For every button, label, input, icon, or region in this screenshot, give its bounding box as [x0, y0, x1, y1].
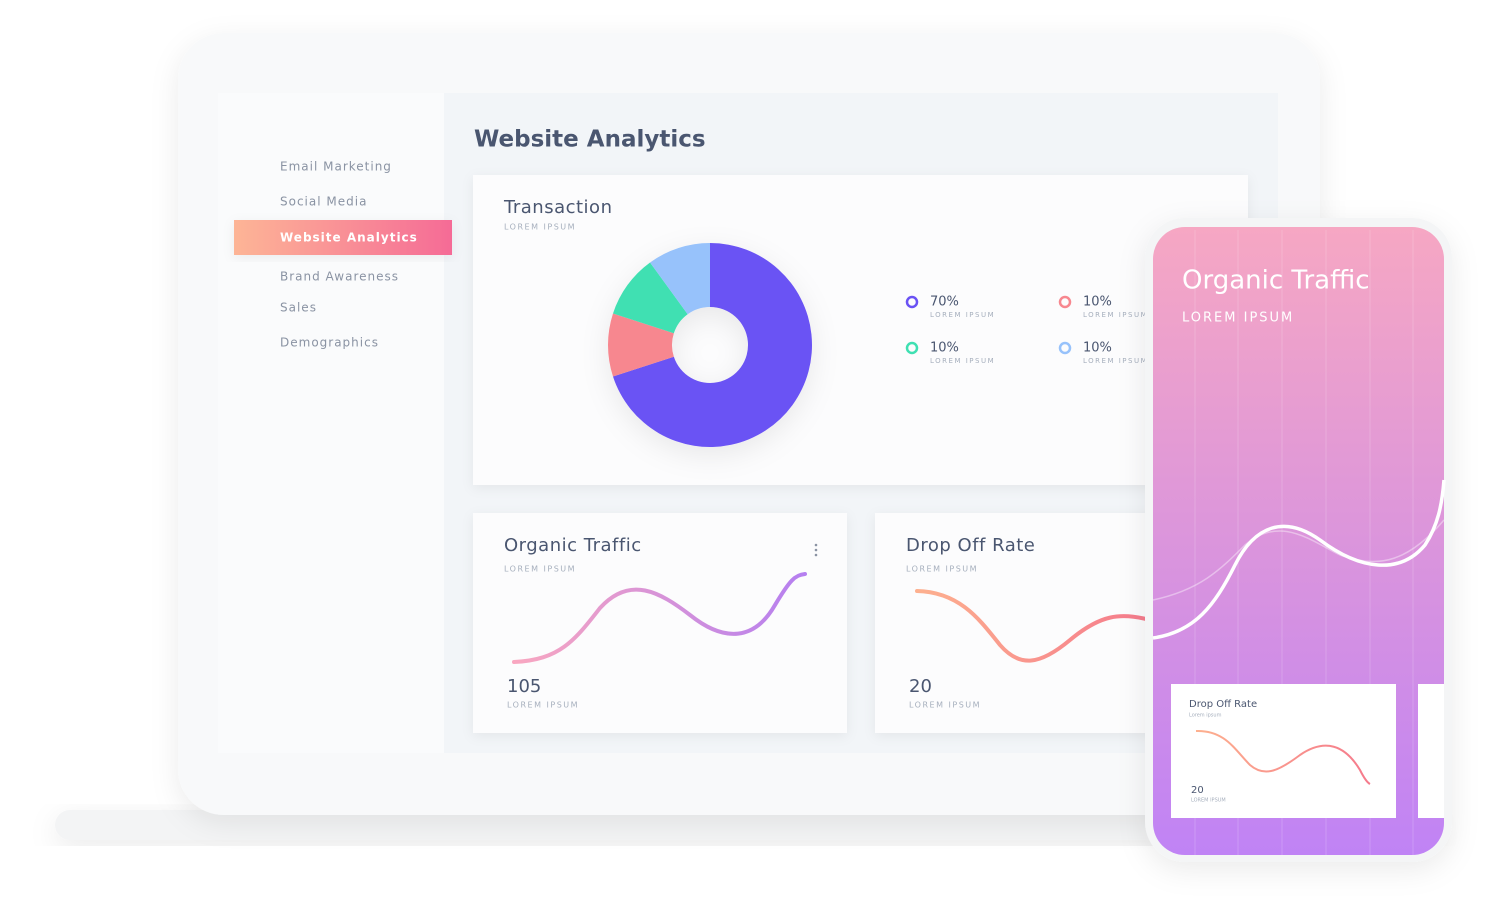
phone-card-caption: LOREM IPSUM	[1191, 798, 1226, 804]
organic-card	[473, 513, 847, 733]
legend-marker	[905, 295, 919, 309]
legend-marker	[1058, 295, 1072, 309]
card-caption: LOREM IPSUM	[507, 701, 579, 710]
card-title: Drop Off Rate	[906, 535, 1035, 556]
active-item[interactable]	[234, 220, 452, 255]
card-caption: LOREM IPSUM	[909, 701, 981, 710]
phone-card-subtitle: Lorem ipsum	[1189, 713, 1222, 719]
card-value: 20	[909, 676, 932, 697]
legend-marker	[1058, 341, 1072, 355]
sidebar-item[interactable]: Email Marketing	[280, 160, 392, 174]
phone-card	[1418, 684, 1444, 818]
card-title: Organic Traffic	[504, 535, 642, 556]
legend-value: 10%	[1083, 341, 1112, 356]
card-subtitle: LOREM IPSUM	[504, 565, 576, 574]
sidebar-item[interactable]: Website Analytics	[280, 231, 418, 245]
donut-segment	[612, 262, 688, 334]
legend-value: 10%	[1083, 295, 1112, 310]
dropoff-card	[875, 513, 1165, 733]
legend-value: 70%	[930, 295, 959, 310]
card-value: 105	[507, 676, 541, 697]
trend-line	[512, 572, 807, 664]
laptop-base	[55, 810, 1435, 840]
legend-caption: LOREM IPSUM	[930, 311, 995, 319]
sidebar	[218, 93, 444, 753]
transaction-card	[473, 175, 1248, 485]
menu-dots[interactable]	[814, 543, 818, 557]
phone-card	[1171, 684, 1396, 818]
phone-card-title: Drop Off Rate	[1189, 699, 1257, 710]
donut-segment	[607, 313, 674, 377]
sidebar-item[interactable]: Brand Awareness	[280, 270, 399, 284]
phone-trend	[1152, 479, 1446, 640]
page-title: Website Analytics	[474, 127, 706, 153]
sidebar-item[interactable]: Demographics	[280, 336, 379, 350]
legend-marker	[905, 341, 919, 355]
phone-subtitle: LOREM IPSUM	[1182, 311, 1294, 326]
legend-caption: LOREM IPSUM	[930, 357, 995, 365]
phone-card-value: 20	[1191, 785, 1204, 796]
donut-segment	[612, 243, 812, 448]
donut-segment	[650, 243, 710, 315]
sidebar-item[interactable]: Sales	[280, 301, 317, 315]
legend-caption: LOREM IPSUM	[1083, 357, 1148, 365]
trend-line	[915, 589, 1152, 663]
sidebar-item[interactable]: Social Media	[280, 195, 367, 209]
card-subtitle: LOREM IPSUM	[504, 223, 576, 232]
legend-value: 10%	[930, 341, 959, 356]
card-subtitle: LOREM IPSUM	[906, 565, 978, 574]
legend-caption: LOREM IPSUM	[1083, 311, 1148, 319]
card-title: Transaction	[503, 197, 612, 218]
phone-title: Organic Traffic	[1182, 266, 1370, 296]
